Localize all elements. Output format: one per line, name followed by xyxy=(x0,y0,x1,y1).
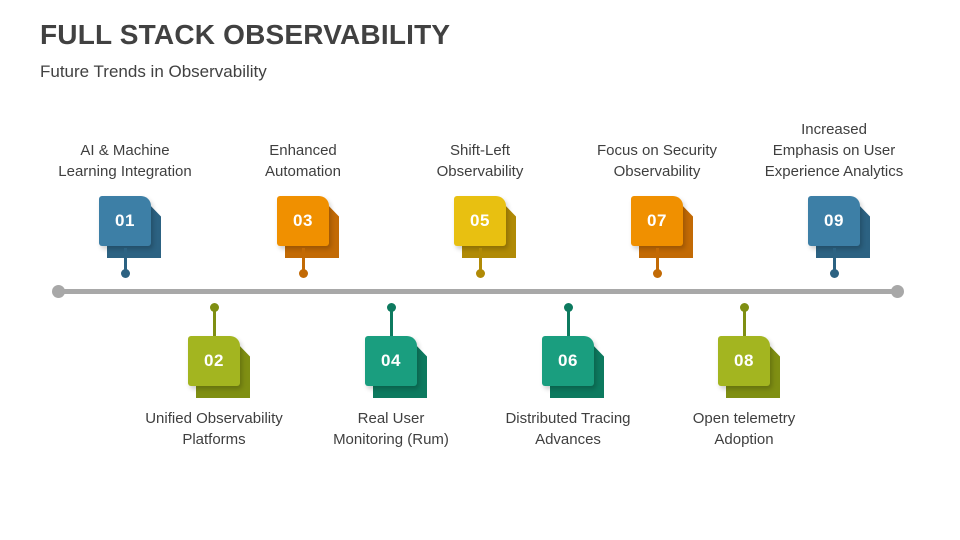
milestone-card[interactable]: 08 xyxy=(718,336,780,398)
card-face xyxy=(188,336,240,386)
connector-dot xyxy=(387,303,396,312)
card-face xyxy=(718,336,770,386)
card-number: 02 xyxy=(204,351,224,370)
card-number: 08 xyxy=(734,351,754,370)
milestone-label: Real User Monitoring (Rum) xyxy=(291,408,491,450)
milestone-card[interactable]: 07 xyxy=(631,196,693,258)
milestone-card[interactable]: 05 xyxy=(454,196,516,258)
page-title: FULL STACK OBSERVABILITY xyxy=(40,19,451,50)
card-face xyxy=(542,336,594,386)
connector-stem xyxy=(743,308,746,336)
card-face xyxy=(277,196,329,246)
milestone-label-line: Shift-Left xyxy=(449,142,511,159)
milestone-label-line: AI & Machine xyxy=(80,142,170,159)
timeline-axis xyxy=(56,289,903,294)
connector-stem xyxy=(567,308,570,336)
milestone-label: Unified Observability Platforms xyxy=(114,408,314,450)
milestone-label-line: Experience Analytics xyxy=(764,163,904,180)
card-face xyxy=(631,196,683,246)
header: FULL STACK OBSERVABILITY Future Trends i… xyxy=(40,18,450,84)
milestone-label-line: Increased xyxy=(801,121,867,138)
connector-stem xyxy=(479,248,482,272)
card-number: 04 xyxy=(381,351,401,370)
connector-stem xyxy=(302,248,305,272)
connector-dot xyxy=(653,269,662,278)
card-face xyxy=(365,336,417,386)
connector-stem xyxy=(656,248,659,272)
milestone-label: Distributed Tracing Advances xyxy=(468,408,668,450)
milestone-label-line: Observability xyxy=(613,163,701,180)
milestone-label-line: Emphasis on User xyxy=(772,142,896,159)
connector-dot xyxy=(564,303,573,312)
milestone-card[interactable]: 03 xyxy=(277,196,339,258)
milestone-card[interactable]: 02 xyxy=(188,336,250,398)
timeline-axis-start-dot xyxy=(52,285,65,298)
milestone-card[interactable]: 09 xyxy=(808,196,870,258)
milestone-label: AI & Machine Learning Integration xyxy=(25,140,225,182)
connector-stem xyxy=(124,248,127,272)
milestone-label-line: Enhanced xyxy=(269,142,337,159)
card-face xyxy=(454,196,506,246)
connector-dot xyxy=(476,269,485,278)
milestone-label-line: Adoption xyxy=(714,431,774,448)
card-number: 09 xyxy=(824,211,844,230)
connector-stem xyxy=(213,308,216,336)
milestone-label-line: Observability xyxy=(436,163,524,180)
milestone-label: Focus on Security Observability xyxy=(557,140,757,182)
card-number: 01 xyxy=(115,211,135,230)
timeline-axis-end-dot xyxy=(891,285,904,298)
milestone-label: Increased Emphasis on User Experience Anal… xyxy=(734,119,934,182)
milestone-label: Shift-Left Observability xyxy=(380,140,580,182)
milestone-label: Open telemetry Adoption xyxy=(644,408,844,450)
milestone-label-line: Monitoring (Rum) xyxy=(333,431,449,448)
milestone-label: Enhanced Automation xyxy=(203,140,403,182)
connector-dot xyxy=(299,269,308,278)
card-face xyxy=(99,196,151,246)
card-number: 03 xyxy=(293,211,313,230)
connector-dot xyxy=(830,269,839,278)
milestone-label-line: Automation xyxy=(265,163,341,180)
milestone-label-line: Distributed Tracing xyxy=(505,410,631,427)
milestone-card[interactable]: 01 xyxy=(99,196,161,258)
card-number: 07 xyxy=(647,211,667,230)
milestone-label-line: Learning Integration xyxy=(58,163,192,180)
connector-dot xyxy=(121,269,130,278)
milestone-label-line: Platforms xyxy=(182,431,246,448)
connector-stem xyxy=(390,308,393,336)
milestone-label-line: Advances xyxy=(535,431,601,448)
milestone-label-line: Unified Observability xyxy=(145,410,283,427)
connector-dot xyxy=(740,303,749,312)
milestone-label-line: Real User xyxy=(357,410,425,427)
page-subtitle: Future Trends in Observability xyxy=(40,62,267,81)
connector-stem xyxy=(833,248,836,272)
card-number: 05 xyxy=(470,211,490,230)
connector-dot xyxy=(210,303,219,312)
card-face xyxy=(808,196,860,246)
milestone-label-line: Focus on Security xyxy=(596,142,718,159)
milestone-card[interactable]: 06 xyxy=(542,336,604,398)
milestone-card[interactable]: 04 xyxy=(365,336,427,398)
milestone-label-line: Open telemetry xyxy=(692,410,796,427)
card-number: 06 xyxy=(558,351,578,370)
